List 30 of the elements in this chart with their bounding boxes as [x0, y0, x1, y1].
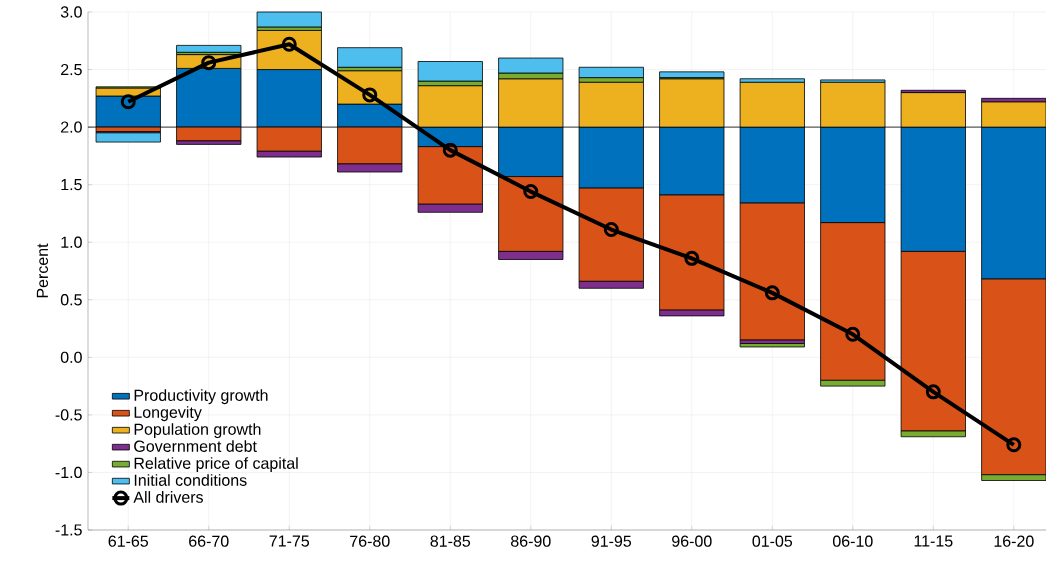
legend-label: All drivers [133, 491, 203, 503]
y-tick-label: -1.0 [55, 466, 82, 479]
y-tick-label: 1.0 [61, 236, 82, 248]
x-tick-label: 01-05 [752, 535, 793, 547]
y-tick-label: 1.5 [61, 179, 82, 191]
x-tick-label: 71-75 [269, 535, 310, 547]
y-tick-label: 2.5 [61, 63, 82, 76]
y-tick-label: 3.0 [60, 6, 82, 18]
x-tick-label: 11-15 [914, 535, 953, 547]
x-tick-label: 66-70 [189, 535, 229, 547]
x-tick-label: 91-95 [591, 535, 632, 547]
x-tick-label: 06-10 [832, 535, 873, 547]
x-tick-label: 86-90 [511, 535, 551, 547]
x-tick-label: 16-20 [994, 535, 1034, 547]
legend-label: Longevity [134, 406, 202, 422]
legend-label: Government debt [134, 440, 257, 452]
y-tick-label: 2.0 [61, 121, 82, 133]
x-tick-label: 61-65 [108, 535, 149, 547]
x-tick-label: 76-80 [350, 535, 390, 547]
legend-label: Productivity growth [134, 389, 268, 405]
y-tick-label: -0.5 [55, 409, 82, 421]
x-tick-label: 81-85 [430, 535, 471, 547]
legend-label: Initial conditions [134, 474, 247, 486]
y-tick-label: 0.5 [60, 294, 82, 306]
y-axis-title: Percent [36, 243, 49, 298]
legend-label: Population growth [134, 423, 261, 439]
legend-label: Relative price of capital [134, 457, 298, 473]
x-tick-label: 96-00 [672, 535, 712, 547]
y-tick-label: 0.0 [60, 351, 82, 363]
y-tick-label: -1.5 [55, 524, 82, 536]
